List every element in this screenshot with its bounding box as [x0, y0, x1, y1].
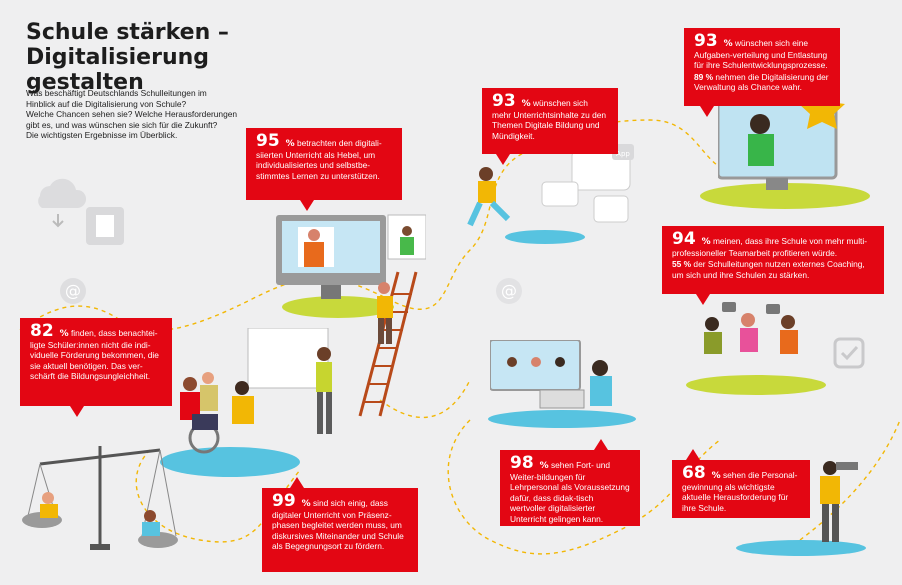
fact-94-pointer — [696, 294, 710, 305]
fact-93a-value: 93 % — [492, 91, 531, 111]
book-icon — [86, 207, 124, 245]
title-line-1: Schule stärken – — [26, 20, 229, 45]
fact-95-text: betrachten den digitali-siierten Unterri… — [256, 138, 382, 181]
app-icon-label: App — [616, 150, 630, 158]
fact-box-95: 95 % betrachten den digitali-siierten Un… — [246, 128, 402, 200]
intro-line-4: gibt es, und was wünschen sie sich für d… — [26, 119, 218, 130]
fact-82-value: 82 % — [30, 321, 69, 341]
team-meeting-illustration — [704, 302, 798, 354]
ladder-illustration — [358, 271, 418, 417]
fact-98-text: sehen Fort- und Weiter-bildungen für Leh… — [510, 460, 630, 524]
students-group-illustration — [180, 372, 254, 454]
intro-text: Was beschäftigt Deutschlands Schulleitun… — [26, 88, 256, 141]
student-apps-illustration: App — [467, 144, 634, 227]
fact-box-93a: 93 % wünschen sich mehr Unterrichtsinhal… — [482, 88, 618, 154]
platform-blue-4 — [736, 540, 866, 556]
whiteboard-illustration — [247, 328, 332, 434]
platform-green-3 — [686, 375, 826, 395]
fact-94-text: meinen, dass ihre Schule von mehr multi-… — [672, 236, 868, 258]
fact-box-94: 94 % meinen, dass ihre Schule von mehr m… — [662, 226, 884, 294]
fact-68-pointer — [686, 449, 700, 460]
intro-line-2: Hinblick auf die Digitalisierung von Sch… — [26, 98, 187, 109]
platform-blue-3 — [488, 410, 636, 428]
fact-98-pointer — [594, 439, 608, 450]
fact-94-value: 94 % — [672, 229, 711, 249]
fact-95-value: 95 % — [256, 131, 295, 151]
training-illustration — [490, 340, 612, 409]
fact-99-value: 99 % — [272, 491, 311, 511]
intro-line-5: Die wichtigsten Ergebnisse im Überblick. — [26, 130, 178, 141]
at-icon: @ — [60, 278, 86, 304]
fact-94-text-2: 55 % der Schulleitungen nutzen externes … — [672, 259, 865, 280]
fact-95-pointer — [300, 200, 314, 211]
fact-82-text: finden, dass benachtei-ligte Schüler:inn… — [30, 328, 159, 382]
platform-blue-2 — [505, 230, 585, 244]
fact-68-text: sehen die Personal-gewinnung als wichtig… — [682, 470, 798, 513]
checkbox-icon — [833, 337, 865, 369]
fact-99-pointer — [290, 477, 304, 488]
video-call-illustration — [276, 214, 426, 299]
title-line-2: Digitalisierung gestalten — [26, 45, 210, 95]
svg-text:@: @ — [65, 281, 81, 300]
intro-line-3: Welche Chancen sehen sie? Welche Herausf… — [26, 109, 238, 120]
fact-box-99: 99 % sind sich einig, dass digitaler Unt… — [262, 488, 418, 572]
fact-box-82: 82 % finden, dass benachtei-ligte Schüle… — [20, 318, 172, 406]
fact-93b-text: wünschen sich eine Aufgaben-verteilung u… — [694, 38, 828, 71]
fact-box-98: 98 % sehen Fort- und Weiter-bildungen fü… — [500, 450, 640, 526]
platform-blue-1 — [160, 447, 300, 477]
platform-green-1 — [282, 296, 394, 318]
fact-box-93b: 93 % wünschen sich eine Aufgaben-verteil… — [684, 28, 840, 106]
fact-93a-text: wünschen sich mehr Unterrichtsinhalte zu… — [492, 98, 607, 141]
fact-93b-pointer — [700, 106, 714, 117]
fact-68-value: 68 % — [682, 463, 721, 483]
fact-98-value: 98 % — [510, 453, 549, 473]
intro-line-1: Was beschäftigt Deutschlands Schulleitun… — [26, 88, 207, 98]
fact-93b-text-2: 89 % nehmen die Digitalisierung der Verw… — [694, 71, 829, 93]
svg-text:@: @ — [501, 281, 517, 300]
fact-93b-value: 93 % — [694, 31, 733, 51]
fact-99-text: sind sich einig, dass digitaler Unterric… — [272, 498, 404, 552]
fact-82-pointer — [70, 406, 84, 417]
fact-box-68: 68 % sehen die Personal-gewinnung als wi… — [672, 460, 810, 518]
cloud-icon — [38, 178, 87, 228]
admin-woman-illustration — [718, 88, 845, 190]
balance-scale-illustration — [22, 446, 178, 550]
recruiting-illustration — [820, 461, 858, 542]
page-title: Schule stärken – Digitalisierung gestalt… — [26, 20, 316, 95]
at-icon-2: @ — [496, 278, 522, 304]
fact-93a-pointer — [496, 154, 510, 165]
